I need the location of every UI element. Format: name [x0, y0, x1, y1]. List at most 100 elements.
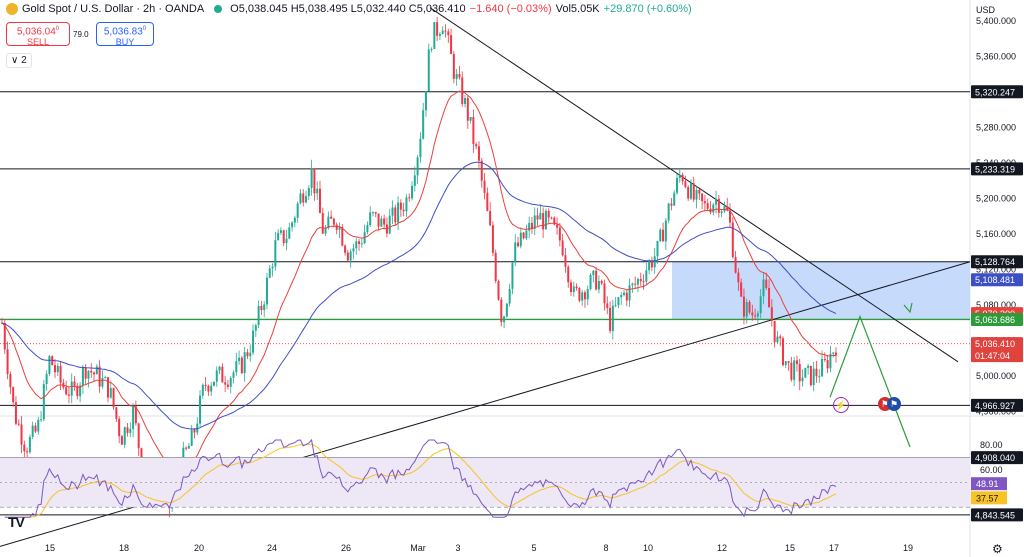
price-axis-tick: 5,000.000 — [976, 371, 1016, 381]
candle-body — [636, 279, 639, 285]
candle-body — [804, 367, 807, 378]
indicator-legend-toggle[interactable]: ∨ 2 — [6, 53, 32, 68]
candle-body — [592, 270, 595, 276]
time-axis-tick: 12 — [717, 543, 727, 553]
time-axis-tick: 26 — [341, 543, 351, 553]
candle-body — [681, 174, 684, 182]
candle-body — [12, 387, 15, 403]
time-axis-tick: 19 — [903, 543, 913, 553]
candle-body — [277, 232, 280, 241]
candle-body — [528, 222, 531, 231]
us-flag-icon[interactable]: ⚑ — [887, 397, 901, 411]
candle-body — [93, 372, 96, 375]
currency-label: USD — [976, 5, 996, 15]
projection-path[interactable] — [829, 314, 911, 448]
spread-value: 79.0 — [73, 30, 89, 39]
candle-body — [369, 212, 372, 226]
symbol-title[interactable]: Gold Spot / U.S. Dollar · 2h · OANDA — [22, 3, 205, 15]
price-label: 5,233.319 — [975, 164, 1015, 174]
candle-body — [411, 185, 414, 199]
candle-body — [104, 377, 107, 379]
candle-body — [444, 30, 447, 32]
candle-body — [324, 228, 327, 234]
candle-body — [494, 252, 497, 281]
candle-body — [611, 305, 614, 332]
ma-fast-line[interactable] — [1, 90, 836, 472]
price-change: −1.640 (−0.03%) — [469, 3, 552, 15]
time-axis-tick: 15 — [785, 543, 795, 553]
tradingview-logo[interactable]: TV — [8, 514, 25, 530]
candle-body — [609, 307, 612, 332]
candle-body — [645, 270, 648, 282]
buy-label: BUY — [115, 37, 135, 48]
price-label: 5,036.410 — [975, 339, 1015, 349]
candle-body — [65, 387, 68, 395]
ma-slow-line[interactable] — [1, 161, 837, 430]
candle-body — [265, 277, 268, 305]
candle-body — [101, 377, 104, 387]
candle-body — [438, 34, 441, 36]
candle-body — [201, 384, 204, 396]
candle-body — [517, 242, 520, 247]
candle-body — [519, 232, 522, 247]
candle-body — [271, 266, 274, 269]
candle-body — [126, 427, 129, 433]
time-axis-tick: 15 — [45, 543, 55, 553]
candle-body — [807, 365, 810, 368]
candle-body — [84, 367, 87, 379]
candle-body — [692, 183, 695, 200]
candle-body — [798, 364, 801, 382]
candle-body — [210, 385, 213, 392]
candle-body — [235, 361, 238, 373]
candle-body — [252, 330, 255, 353]
candle-body — [659, 229, 662, 242]
price-label-box — [971, 349, 1023, 363]
gear-icon[interactable]: ⚙ — [992, 542, 1003, 556]
buy-button[interactable]: 5,036.830 BUY — [96, 22, 154, 48]
candle-body — [625, 292, 628, 301]
candle-body — [199, 395, 202, 424]
candle-body — [327, 216, 330, 229]
candle-body — [539, 213, 542, 220]
candle-body — [461, 77, 464, 105]
candle-body — [698, 189, 701, 194]
rsi-line[interactable] — [4, 438, 837, 518]
rsi-signal-line[interactable] — [4, 443, 837, 518]
resistance-zone[interactable] — [672, 261, 970, 320]
candle-body — [480, 160, 483, 181]
rsi-axis-tick: 80.00 — [980, 440, 1003, 450]
candle-body — [745, 302, 748, 317]
candle-body — [59, 365, 62, 383]
candle-body — [366, 225, 369, 233]
candle-body — [734, 257, 737, 273]
candle-body — [823, 358, 826, 361]
lightning-icon[interactable]: ⚡ — [833, 397, 849, 413]
price-label: 4,966.927 — [975, 401, 1015, 411]
candle-body — [583, 292, 586, 300]
sell-button[interactable]: 5,036.040 SELL — [6, 22, 70, 47]
candle-body — [291, 222, 294, 228]
time-axis-tick: 10 — [643, 543, 653, 553]
candle-body — [305, 196, 308, 203]
candle-body — [525, 230, 528, 239]
candle-body — [95, 366, 98, 375]
candle-body — [98, 366, 101, 387]
price-label-box — [971, 451, 1023, 465]
candle-body — [129, 428, 132, 433]
buy-price: 5,036.83 — [103, 26, 143, 38]
candle-body — [483, 180, 486, 193]
candle-body — [352, 248, 355, 252]
candle-body — [218, 366, 221, 371]
candle-body — [263, 304, 266, 311]
candle-body — [397, 202, 400, 223]
candle-body — [650, 261, 653, 268]
candle-body — [321, 213, 324, 234]
candle-body — [595, 270, 598, 290]
candle-body — [779, 336, 782, 339]
candle-body — [430, 48, 433, 50]
candle-body — [380, 218, 383, 227]
candle-body — [279, 230, 282, 233]
candle-body — [447, 31, 450, 36]
candle-body — [249, 352, 252, 357]
